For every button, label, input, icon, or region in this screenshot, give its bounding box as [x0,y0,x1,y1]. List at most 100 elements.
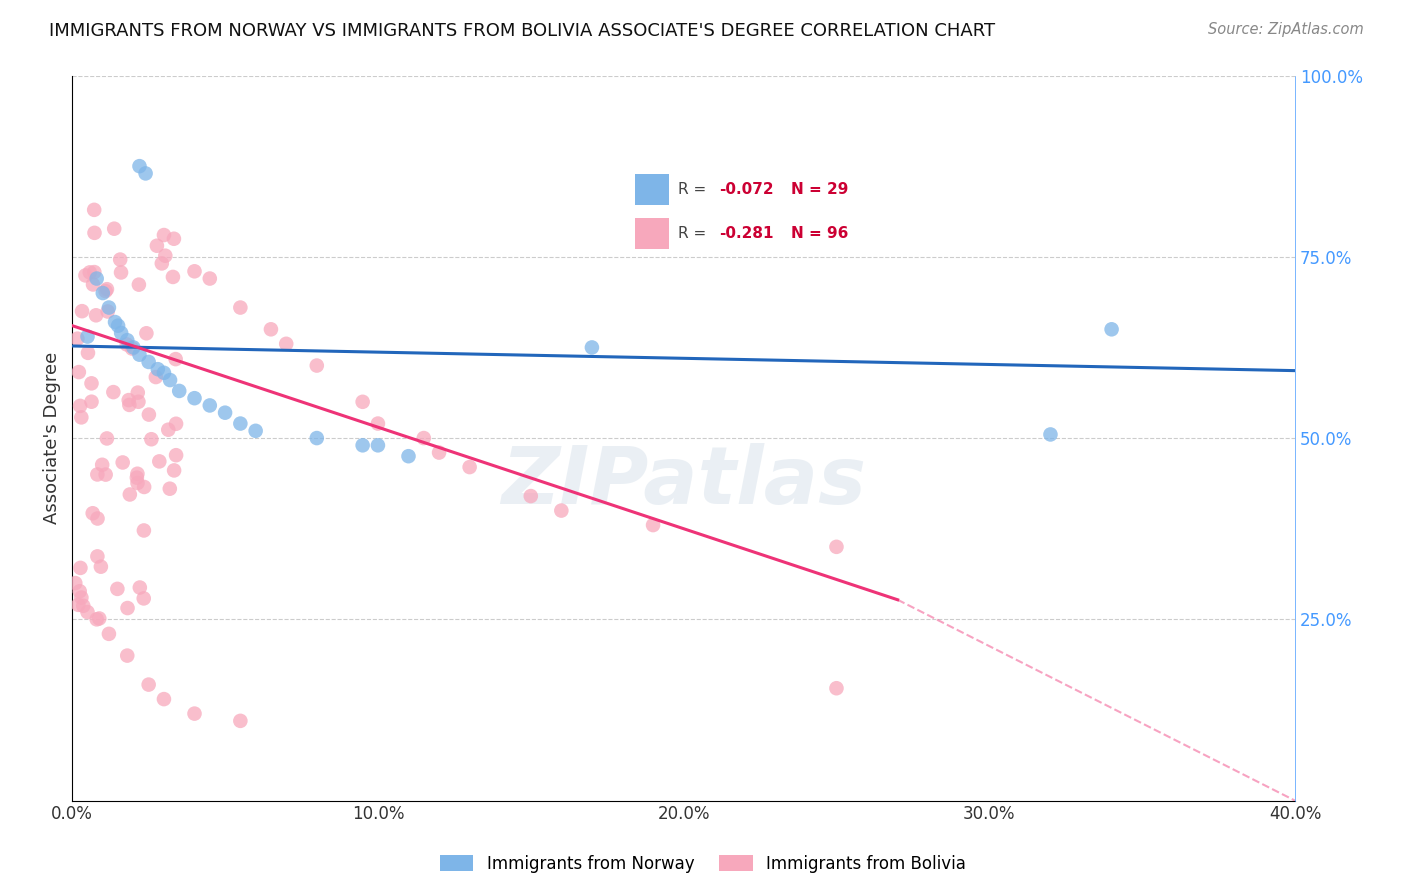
Point [305,359,328,373]
Point [117,601,139,615]
Point [163,463,186,477]
Text: -0.072: -0.072 [718,182,773,197]
Point [72,599,94,613]
Point [103,221,125,235]
Text: IMMIGRANTS FROM NORWAY VS IMMIGRANTS FROM BOLIVIA ASSOCIATE'S DEGREE CORRELATION: IMMIGRANTS FROM NORWAY VS IMMIGRANTS FRO… [49,22,995,40]
Point [108,252,131,267]
Point [110,265,132,279]
Text: Source: ZipAtlas.com: Source: ZipAtlas.com [1208,22,1364,37]
Point [110,326,132,340]
Point [75,268,97,283]
Bar [636,218,669,249]
Point [76,329,98,343]
Point [132,591,155,606]
Point [153,227,176,242]
Point [69,561,91,575]
Point [157,423,180,437]
Y-axis label: Associate's Degree: Associate's Degree [44,352,60,524]
Point [90,559,112,574]
Point [91,458,114,472]
Point [135,326,157,341]
Point [94,284,117,298]
Point [127,475,149,490]
Point [229,714,252,728]
Point [118,487,141,501]
Point [69,584,91,599]
Point [155,249,177,263]
Point [86,467,108,482]
Point [94,467,117,482]
Text: R =: R = [678,226,707,241]
Point [67,365,90,379]
Point [825,681,848,696]
Point [352,438,374,452]
Text: -0.281: -0.281 [718,226,773,241]
Point [79,265,101,279]
Point [367,417,389,431]
Point [163,232,186,246]
Point [138,355,160,369]
Point [167,384,190,398]
Point [97,301,120,315]
Point [260,322,283,336]
Point [97,304,120,318]
Point [115,337,138,351]
Point [183,264,205,278]
Point [128,348,150,362]
Point [412,431,434,445]
Point [276,336,298,351]
Point [107,318,129,333]
Point [458,460,481,475]
Bar [636,175,669,205]
Point [367,438,389,452]
Point [398,449,420,463]
Point [117,333,139,347]
Point [153,366,176,380]
Text: N = 96: N = 96 [792,226,848,241]
Point [138,408,160,422]
Point [104,315,127,329]
Point [86,511,108,525]
Point [83,202,105,217]
Point [165,448,187,462]
Point [127,394,149,409]
Point [128,159,150,173]
Point [86,549,108,564]
Point [165,352,187,367]
Point [118,393,141,408]
Text: R =: R = [678,182,707,197]
Point [150,256,173,270]
Point [91,286,114,301]
Text: N = 29: N = 29 [792,182,848,197]
Point [127,385,149,400]
Point [111,455,134,469]
Point [65,576,87,591]
Point [1039,427,1062,442]
Point [117,648,139,663]
Point [69,399,91,413]
Point [121,342,143,356]
Point [70,410,93,425]
Point [641,518,664,533]
Point [162,269,184,284]
Point [66,332,89,346]
Point [125,470,148,484]
Point [305,431,328,445]
Point [550,503,572,517]
Point [153,692,176,706]
Point [214,406,236,420]
Point [103,385,125,400]
Point [86,271,108,285]
Point [520,489,543,503]
Point [86,612,108,626]
Point [825,540,848,554]
Point [159,373,181,387]
Point [89,611,111,625]
Point [146,238,169,252]
Point [97,627,120,641]
Point [105,582,128,596]
Point [159,482,181,496]
Point [67,598,90,612]
Point [96,432,118,446]
Point [118,398,141,412]
